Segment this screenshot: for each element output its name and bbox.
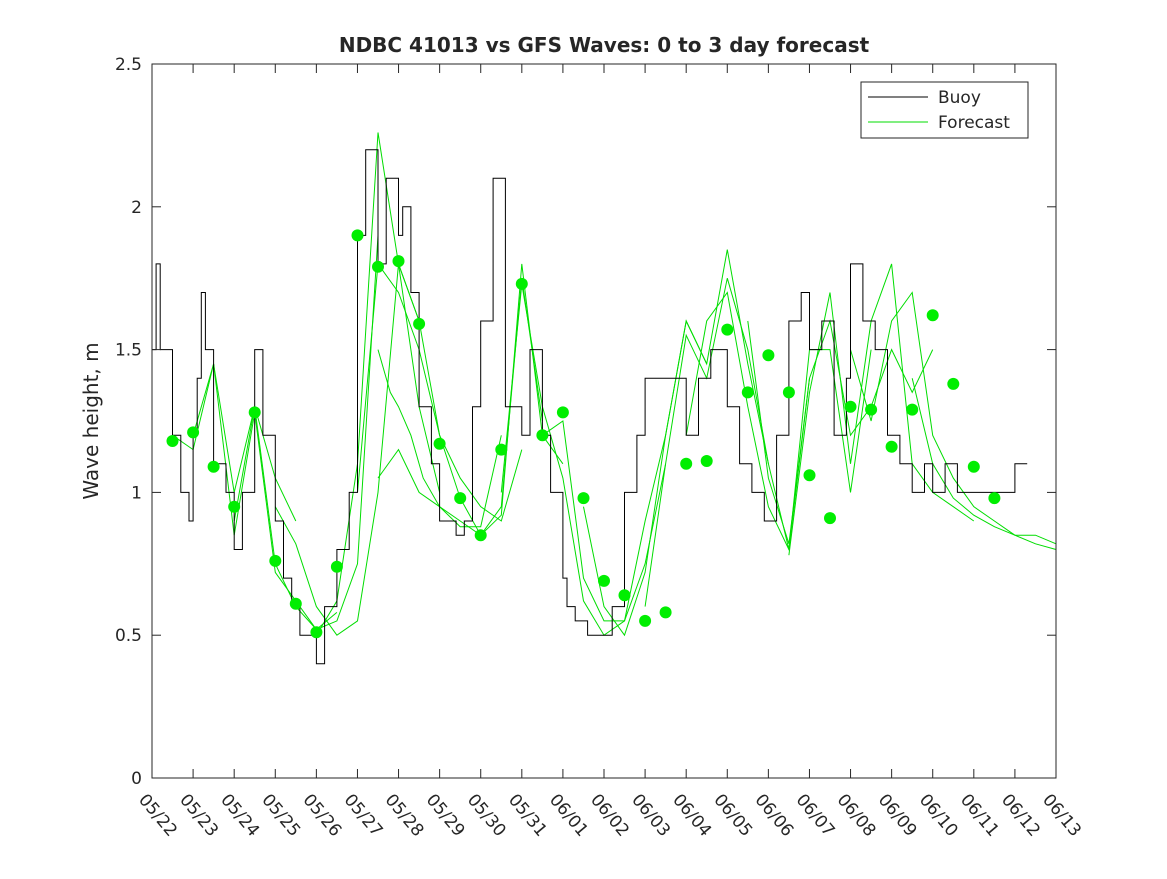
forecast-line [788,263,975,556]
forecast-marker [228,500,241,513]
forecast-marker [392,255,405,268]
y-tick-label: 0 [131,769,142,789]
y-tick-label: 1 [131,483,142,503]
forecast-line [274,263,420,636]
forecast-marker [988,492,1001,505]
forecast-marker [824,512,836,525]
forecast-marker [680,457,693,470]
y-axis: 0 0.5 1 1.5 2 2.5 [115,55,1056,789]
legend-box [860,81,1029,139]
forecast-marker [885,440,898,453]
legend-label-forecast: Forecast [938,113,1010,133]
forecast-marker [844,400,857,413]
forecast-marker [474,529,487,542]
forecast-line [192,363,338,631]
forecast-marker [454,492,467,505]
forecast-marker [639,614,652,627]
forecast-markers-group [166,229,1001,639]
forecast-marker [166,435,179,447]
forecast-marker [926,309,939,322]
forecast-marker [248,406,261,419]
forecast-marker [207,460,220,473]
forecast-marker [413,317,426,330]
forecast-marker [495,443,508,456]
forecast-marker [536,429,549,442]
forecast-marker [618,589,631,602]
y-tick-label: 2 [131,198,142,218]
forecast-marker [289,597,302,610]
forecast-line [500,283,667,636]
chart-title: NDBC 41013 vs GFS Waves: 0 to 3 day fore… [339,33,870,57]
forecast-marker [515,277,528,290]
forecast-marker [721,323,734,336]
y-tick-label: 2.5 [115,55,142,75]
forecast-marker [762,349,775,362]
forecast-marker [556,406,569,419]
forecast-line [685,291,872,552]
forecast-marker [187,426,200,439]
buoy-line [152,149,1028,665]
forecast-marker [803,469,816,482]
forecast-marker [372,260,384,273]
plot-area [152,64,1056,778]
forecast-marker [330,560,343,573]
forecast-marker [659,606,672,619]
y-axis-label: Wave height, m [79,342,103,499]
forecast-marker [433,437,446,450]
forecast-marker [967,460,980,473]
forecast-line [850,291,1057,545]
forecast-line [911,378,1057,550]
legend: Buoy Forecast [860,81,1029,139]
forecast-marker [741,386,754,399]
legend-label-buoy: Buoy [938,88,981,108]
forecast-marker [906,403,919,416]
y-tick-label: 1.5 [115,341,142,361]
forecast-marker [947,377,960,390]
forecast-series-group [172,132,1057,637]
forecast-marker [310,626,323,639]
y-tick-label: 0.5 [115,626,142,646]
forecast-marker [865,403,878,416]
forecast-marker [598,574,610,587]
forecast-marker [269,554,282,567]
forecast-marker [577,492,590,505]
forecast-marker [700,455,713,467]
buoy-series-group [152,149,1028,665]
forecast-line [233,235,379,631]
forecast-marker [782,386,795,399]
forecast-line [377,349,502,528]
forecast-marker [351,229,364,242]
